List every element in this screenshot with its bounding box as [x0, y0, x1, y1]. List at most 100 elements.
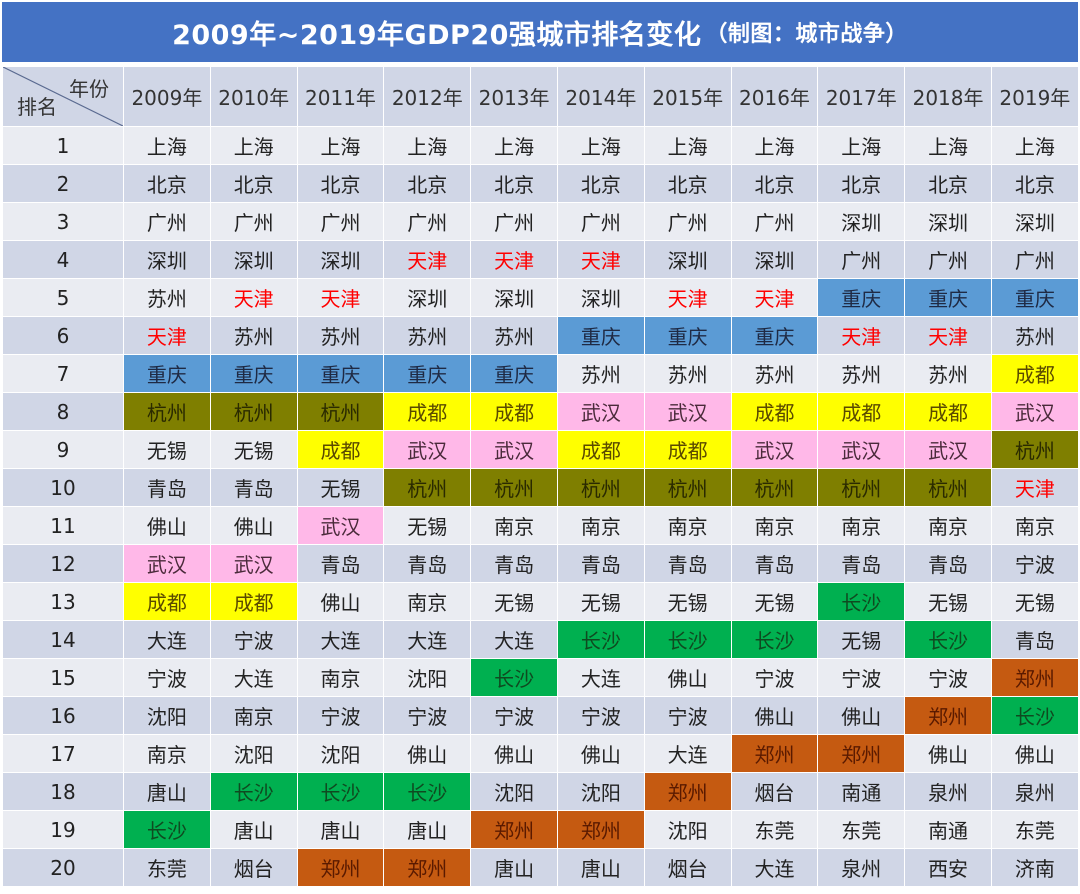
city-cell: 郑州 — [470, 810, 558, 849]
city-cell: 大连 — [123, 620, 211, 659]
city-cell: 青岛 — [383, 544, 472, 583]
city-cell: 东莞 — [817, 810, 906, 849]
city-cell: 广州 — [990, 240, 1079, 279]
city-cell: 沈阳 — [123, 696, 211, 735]
city-cell: 重庆 — [643, 316, 732, 355]
city-cell: 西安 — [904, 848, 992, 887]
table-row: 8 杭州 杭州 杭州 成都 成都 武汉 武汉 成都 成都 成都 武汉 — [2, 392, 1079, 431]
city-cell: 郑州 — [730, 734, 819, 773]
table-row: 12 武汉 武汉 青岛 青岛 青岛 青岛 青岛 青岛 青岛 青岛 宁波 — [2, 544, 1079, 583]
city-cell: 深圳 — [817, 202, 906, 241]
city-cell: 长沙 — [904, 620, 992, 659]
city-cell: 天津 — [643, 278, 732, 317]
city-cell: 青岛 — [904, 544, 992, 583]
city-cell: 杭州 — [383, 468, 472, 507]
city-cell: 武汉 — [123, 544, 211, 583]
city-cell: 天津 — [730, 278, 819, 317]
city-cell: 苏州 — [990, 316, 1079, 355]
city-cell: 佛山 — [643, 658, 732, 697]
rank-cell: 2 — [2, 164, 124, 203]
city-cell: 深圳 — [123, 240, 211, 279]
city-cell: 南京 — [470, 506, 558, 545]
city-cell: 广州 — [904, 240, 992, 279]
city-cell: 苏州 — [470, 316, 558, 355]
city-cell: 成都 — [123, 582, 211, 621]
city-cell: 成都 — [383, 392, 472, 431]
city-cell: 天津 — [817, 316, 906, 355]
year-header: 2013年 — [470, 66, 558, 127]
table-row: 20 东莞 烟台 郑州 郑州 唐山 唐山 烟台 大连 泉州 西安 济南 — [2, 848, 1079, 887]
city-cell: 苏州 — [556, 354, 645, 393]
city-cell: 成都 — [209, 582, 298, 621]
city-cell: 杭州 — [730, 468, 819, 507]
city-cell: 郑州 — [383, 848, 472, 887]
city-cell: 长沙 — [470, 658, 558, 697]
city-cell: 郑州 — [904, 696, 992, 735]
city-cell: 无锡 — [643, 582, 732, 621]
city-cell: 武汉 — [296, 506, 385, 545]
city-cell: 广州 — [730, 202, 819, 241]
city-cell: 无锡 — [470, 582, 558, 621]
city-cell: 南京 — [990, 506, 1079, 545]
city-cell: 南通 — [817, 772, 906, 811]
city-cell: 青岛 — [470, 544, 558, 583]
city-cell: 杭州 — [643, 468, 732, 507]
city-cell: 沈阳 — [296, 734, 385, 773]
city-cell: 大连 — [470, 620, 558, 659]
year-header: 2018年 — [904, 66, 992, 127]
city-cell: 宁波 — [730, 658, 819, 697]
city-cell: 佛山 — [904, 734, 992, 773]
table-row: 2 北京 北京 北京 北京 北京 北京 北京 北京 北京 北京 北京 — [2, 164, 1079, 203]
city-cell: 杭州 — [817, 468, 906, 507]
city-cell: 苏州 — [730, 354, 819, 393]
table-row: 5 苏州 天津 天津 深圳 深圳 深圳 天津 天津 重庆 重庆 重庆 — [2, 278, 1079, 317]
city-cell: 上海 — [730, 126, 819, 165]
city-cell: 南京 — [556, 506, 645, 545]
city-cell: 苏州 — [817, 354, 906, 393]
city-cell: 天津 — [990, 468, 1079, 507]
city-cell: 青岛 — [817, 544, 906, 583]
city-cell: 东莞 — [123, 848, 211, 887]
city-cell: 北京 — [470, 164, 558, 203]
city-cell: 武汉 — [209, 544, 298, 583]
city-cell: 南京 — [383, 582, 472, 621]
city-cell: 重庆 — [383, 354, 472, 393]
city-cell: 大连 — [730, 848, 819, 887]
city-cell: 上海 — [643, 126, 732, 165]
city-cell: 成都 — [470, 392, 558, 431]
city-cell: 上海 — [470, 126, 558, 165]
city-cell: 长沙 — [990, 696, 1079, 735]
city-cell: 郑州 — [817, 734, 906, 773]
city-cell: 宁波 — [296, 696, 385, 735]
city-cell: 广州 — [296, 202, 385, 241]
city-cell: 深圳 — [730, 240, 819, 279]
rank-cell: 17 — [2, 734, 124, 773]
year-header: 2012年 — [383, 66, 472, 127]
city-cell: 无锡 — [730, 582, 819, 621]
city-cell: 唐山 — [296, 810, 385, 849]
city-cell: 烟台 — [730, 772, 819, 811]
rank-cell: 18 — [2, 772, 124, 811]
city-cell: 无锡 — [990, 582, 1079, 621]
rank-cell: 9 — [2, 430, 124, 469]
city-cell: 佛山 — [296, 582, 385, 621]
city-cell: 重庆 — [470, 354, 558, 393]
city-cell: 重庆 — [296, 354, 385, 393]
city-cell: 长沙 — [209, 772, 298, 811]
table-row: 10 青岛 青岛 无锡 杭州 杭州 杭州 杭州 杭州 杭州 杭州 天津 — [2, 468, 1079, 507]
city-cell: 北京 — [123, 164, 211, 203]
city-cell: 武汉 — [730, 430, 819, 469]
city-cell: 东莞 — [990, 810, 1079, 849]
rank-cell: 12 — [2, 544, 124, 583]
rank-cell: 5 — [2, 278, 124, 317]
city-cell: 武汉 — [556, 392, 645, 431]
rank-cell: 11 — [2, 506, 124, 545]
table-row: 16 沈阳 南京 宁波 宁波 宁波 宁波 宁波 佛山 佛山 郑州 长沙 — [2, 696, 1079, 735]
city-cell: 宁波 — [470, 696, 558, 735]
table-row: 9 无锡 无锡 成都 武汉 武汉 成都 成都 武汉 武汉 武汉 杭州 — [2, 430, 1079, 469]
city-cell: 唐山 — [209, 810, 298, 849]
city-cell: 深圳 — [904, 202, 992, 241]
city-cell: 南京 — [730, 506, 819, 545]
city-cell: 北京 — [383, 164, 472, 203]
city-cell: 杭州 — [470, 468, 558, 507]
